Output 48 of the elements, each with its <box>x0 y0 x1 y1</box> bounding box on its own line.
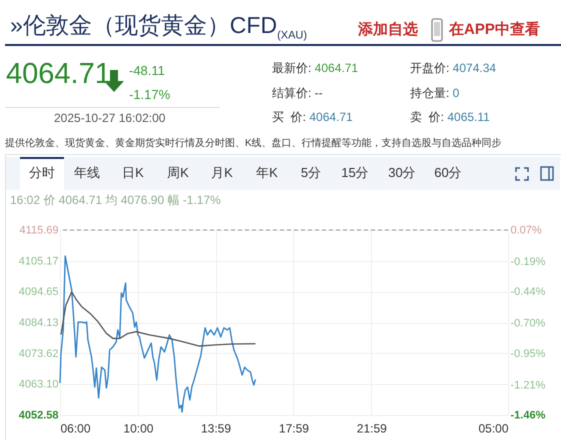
text: -48.11 <box>129 63 165 79</box>
y2-tick-label: 0.07% <box>510 224 542 236</box>
text: 日K <box>121 165 145 181</box>
text: 卖 价: 4065.11 <box>410 110 490 125</box>
x-tick-label: 05:00 <box>478 422 509 436</box>
text: 年线 <box>73 165 101 181</box>
x-tick-label: 17:59 <box>278 422 310 436</box>
text: 4064.71 <box>308 110 353 124</box>
text: -1.17% <box>129 87 170 103</box>
text: 周K <box>166 165 190 181</box>
text: 2025-10-27 16:02:00 <box>54 111 166 126</box>
text: 在APP中查看 <box>449 21 540 38</box>
y-tick-label: 4063.10 <box>18 378 58 391</box>
y-tick-label: 4115.69 <box>20 224 58 236</box>
line-series <box>59 255 256 413</box>
text: 提供伦敦金、现货黄金、黄金期货实时行情及分时图、K线、盘口、行情提醒等功能，支持自选股与自选品种同步 <box>5 138 502 150</box>
y2-tick-label: -1.21% <box>510 379 546 392</box>
x-tick-label: 13:59 <box>200 422 232 436</box>
x-tick-label: 10:00 <box>123 422 154 436</box>
x-tick-label: 06:00 <box>60 422 91 436</box>
text: 最新价: 4064.71 <box>272 61 358 76</box>
chart-title: »伦敦金（现货黄金）CFD$_{(XAU)}$ <box>10 12 308 42</box>
text: 买 价: <box>272 110 306 124</box>
y-tick-label: 4073.62 <box>18 348 58 360</box>
text: 30分 <box>387 165 417 181</box>
y2-tick-label: -0.44% <box>510 286 546 298</box>
y-tick-label: 4105.17 <box>18 255 58 268</box>
y2-tick-label: -0.19% <box>510 256 546 268</box>
y2-tick-label: -0.70% <box>510 318 546 330</box>
text: 15分 <box>340 165 370 181</box>
y-tick-label: 4084.13 <box>18 317 58 330</box>
x-tick-label: 21:59 <box>356 422 388 436</box>
y-tick-label: 4094.65 <box>18 286 58 298</box>
text: 16:02 价 4064.71 均 4076.90 幅 -1.17% <box>10 193 221 208</box>
text: 持仓量: 0 <box>410 86 460 101</box>
y2-tick-label: -1.46% <box>510 410 546 422</box>
line-series <box>60 291 256 347</box>
y2-tick-label: -0.95% <box>510 348 546 360</box>
text: 月K <box>210 165 234 181</box>
text: 分时 <box>28 165 56 181</box>
text: 添加自选 <box>358 21 418 38</box>
text: 5分 <box>300 165 322 181</box>
text: 60分 <box>433 165 463 181</box>
text: 结算价: -- <box>272 86 323 101</box>
text: 4064.71 <box>6 58 111 90</box>
y-tick-label: 4052.58 <box>18 410 58 422</box>
text: 年K <box>255 165 279 181</box>
text: 开盘价: 4074.34 <box>410 61 496 76</box>
